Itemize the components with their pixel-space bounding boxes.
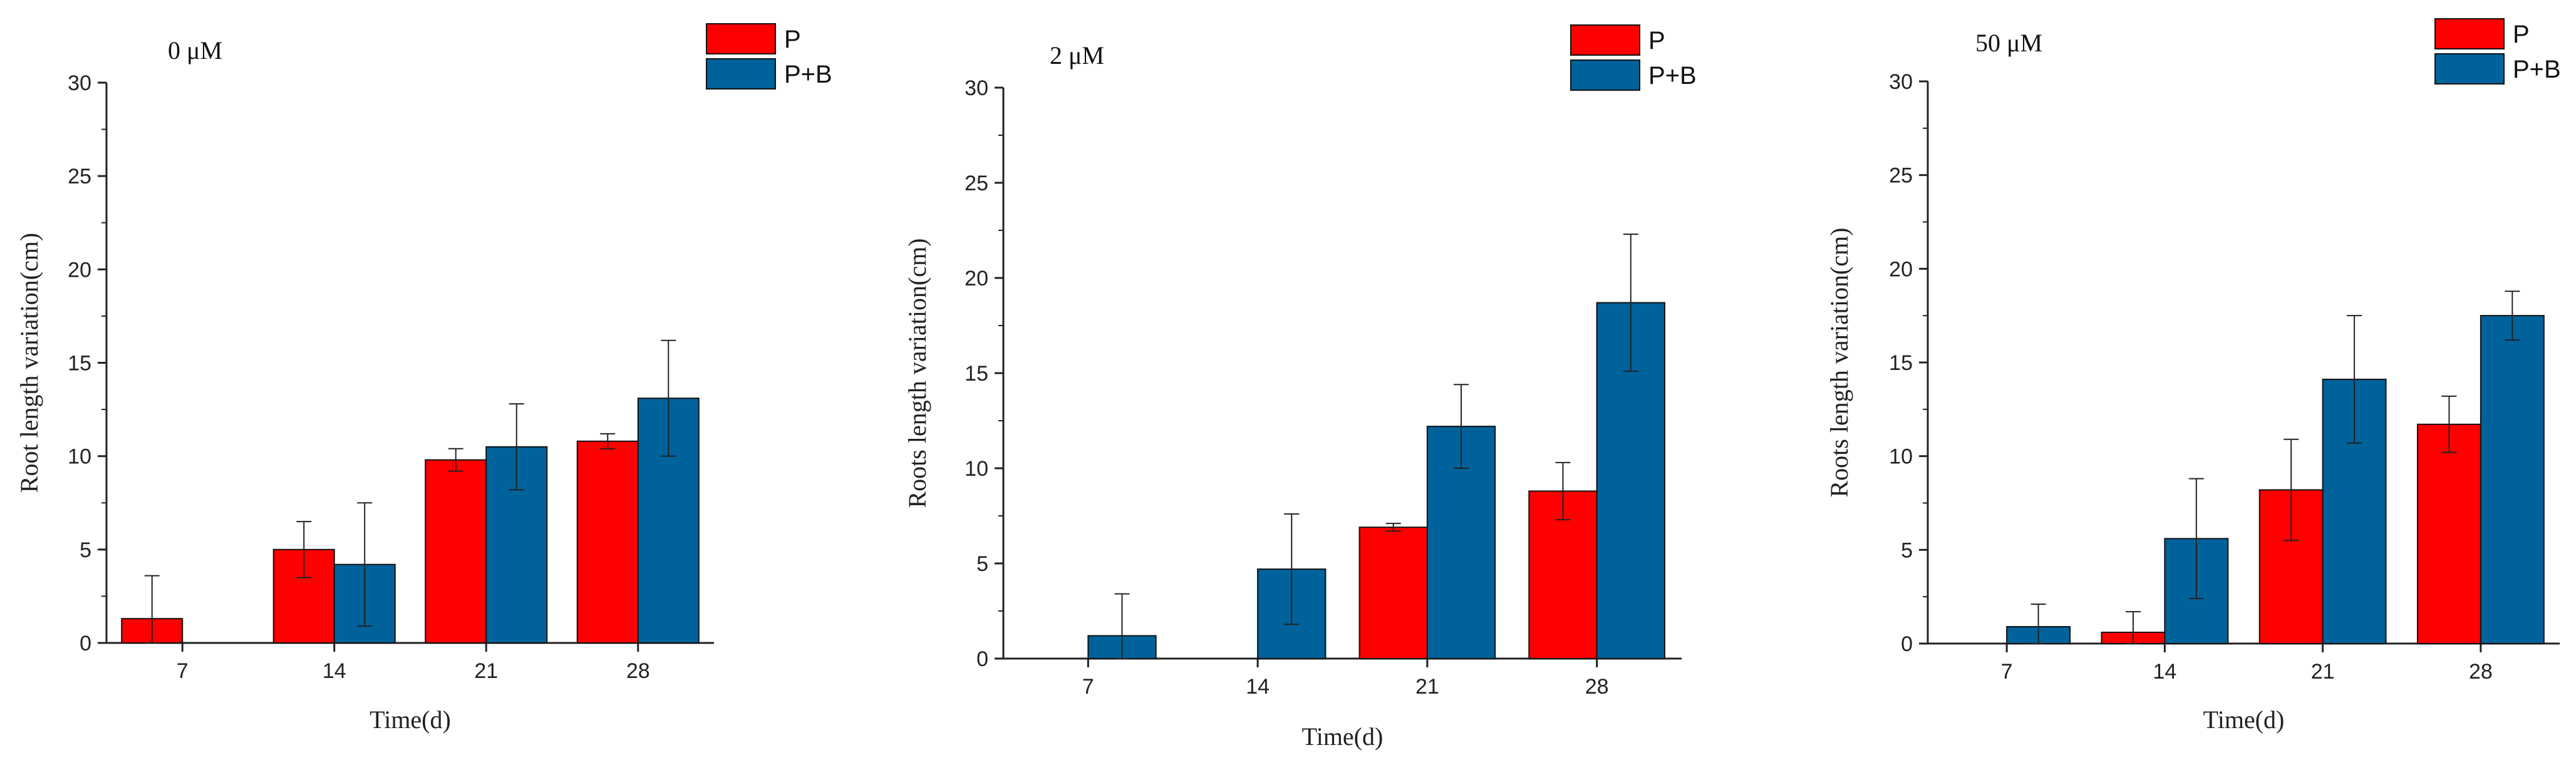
chart-panel-3: 0 5 10 15 20 25 30 7 14 21 28 50 μM Time(d) Roots len… bbox=[1825, 18, 2561, 734]
y-tick-label: 25 bbox=[68, 165, 91, 188]
bar-P-28 bbox=[576, 440, 639, 644]
y-tick-label: 15 bbox=[965, 362, 988, 386]
legend-swatch-P bbox=[706, 23, 776, 54]
y-tick-label: 20 bbox=[965, 267, 988, 290]
bar-PplusB-28 bbox=[2480, 315, 2545, 644]
y-tick-label: 5 bbox=[976, 552, 988, 576]
legend-label-PplusB: P+B bbox=[2513, 56, 2561, 83]
y-tick-label: 25 bbox=[965, 172, 988, 195]
y-tick-label: 0 bbox=[80, 632, 91, 655]
y-tick-label: 0 bbox=[1901, 632, 1913, 656]
x-axis-title: Time(d) bbox=[370, 706, 451, 734]
legend-label-P: P bbox=[2513, 21, 2530, 48]
panel-title: 0 μM bbox=[168, 36, 222, 64]
x-axis-title: Time(d) bbox=[1302, 722, 1384, 751]
x-tick-label: 21 bbox=[474, 659, 498, 683]
x-tick-label: 14 bbox=[1246, 675, 1270, 699]
y-tick-label: 10 bbox=[68, 445, 91, 469]
x-tick-label: 7 bbox=[177, 659, 189, 683]
x-tick-label: 7 bbox=[2001, 660, 2013, 684]
y-tick-label: 20 bbox=[1889, 257, 1913, 281]
legend-swatch-PplusB bbox=[1570, 59, 1640, 91]
x-axis-title: Time(d) bbox=[2203, 706, 2285, 734]
y-tick-label: 10 bbox=[1889, 445, 1913, 469]
y-axis-title: Roots length variation(cm) bbox=[903, 238, 931, 508]
legend-label-P: P bbox=[1648, 27, 1665, 54]
legend-swatch-PplusB bbox=[2434, 53, 2505, 85]
panel-title: 50 μM bbox=[1975, 29, 2042, 57]
legend-swatch-P bbox=[2434, 18, 2505, 49]
y-tick-label: 0 bbox=[976, 647, 988, 671]
x-tick-label: 28 bbox=[1585, 675, 1609, 699]
y-tick-label: 15 bbox=[1889, 351, 1913, 375]
chart-panel-1: 0 5 10 15 20 25 30 7 14 21 28 0 μM Time(d) Root lengt… bbox=[15, 23, 832, 734]
x-tick-label: 28 bbox=[2469, 660, 2493, 684]
y-tick-label: 30 bbox=[68, 71, 91, 95]
bar-P-28 bbox=[2416, 423, 2481, 645]
legend-swatch-P bbox=[1570, 24, 1640, 56]
x-tick-label: 21 bbox=[1415, 675, 1439, 699]
y-tick-label: 30 bbox=[1889, 70, 1913, 94]
y-tick-label: 10 bbox=[965, 457, 988, 481]
legend-label-PplusB: P+B bbox=[784, 61, 832, 88]
legend-label-P: P bbox=[784, 26, 801, 53]
y-tick-label: 30 bbox=[965, 76, 988, 100]
legend-swatch-PplusB bbox=[706, 58, 776, 90]
x-tick-label: 21 bbox=[2311, 660, 2335, 684]
x-tick-label: 7 bbox=[1082, 675, 1094, 699]
legend-label-PplusB: P+B bbox=[1648, 62, 1697, 90]
y-tick-label: 5 bbox=[1901, 538, 1913, 562]
y-tick-label: 5 bbox=[80, 538, 91, 562]
y-tick-label: 15 bbox=[68, 352, 91, 376]
y-tick-label: 20 bbox=[68, 258, 91, 282]
y-axis-title: Root length variation(cm) bbox=[15, 233, 43, 493]
bar-P-21 bbox=[1358, 526, 1428, 659]
x-tick-label: 28 bbox=[626, 659, 650, 683]
y-tick-label: 25 bbox=[1889, 164, 1913, 188]
panel-title: 2 μM bbox=[1050, 41, 1104, 69]
bar-P-21 bbox=[425, 459, 487, 644]
x-tick-label: 14 bbox=[2153, 660, 2176, 684]
x-tick-label: 14 bbox=[323, 659, 346, 683]
chart-panel-2: 0 5 10 15 20 25 30 7 14 21 28 2 μM Time(d) Roots leng… bbox=[903, 24, 1697, 751]
y-axis-title: Roots length variation(cm) bbox=[1825, 227, 1853, 497]
